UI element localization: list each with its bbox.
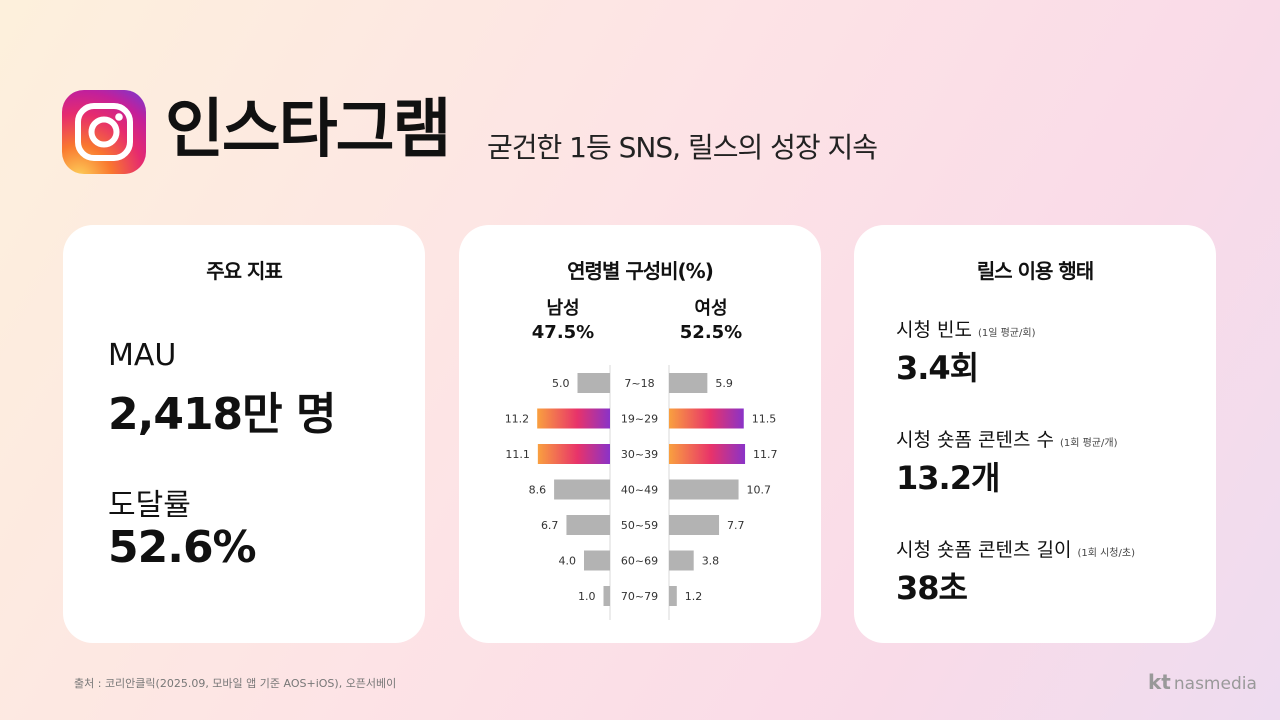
reach-label: 도달률 (108, 488, 191, 523)
age-category-label: 50~59 (621, 519, 658, 532)
age-category-label: 7~18 (624, 377, 654, 390)
bar-female (669, 479, 739, 500)
freq-label: 시청 빈도 (896, 319, 972, 341)
bar-male (537, 444, 610, 464)
female-group-label: 여성 52.5% (666, 297, 756, 345)
reach-value: 52.6% (108, 522, 257, 573)
bar-female (669, 515, 720, 535)
bar-male (584, 550, 610, 571)
bar-male (603, 586, 610, 606)
value-label-male: 6.7 (541, 519, 559, 532)
female-label: 여성 (694, 298, 728, 319)
length-label: 시청 숏폼 콘텐츠 길이 (896, 539, 1072, 561)
mau-label: MAU (108, 338, 177, 373)
length-label-row: 시청 숏폼 콘텐츠 길이 (1회 시청/초) (896, 535, 1135, 562)
freq-label-row: 시청 빈도 (1일 평균/회) (896, 315, 1035, 342)
bar-female (669, 444, 746, 464)
bar-male (577, 373, 610, 393)
age-category-label: 19~29 (621, 413, 658, 426)
bar-female (669, 408, 744, 429)
value-label-male: 8.6 (529, 484, 547, 497)
age-butterfly-chart: 5.0 5.9 7~18 11.2 11.5 19~29 11.1 11.7 30~39 8.6 1… (505, 365, 778, 620)
reels-card: 릴스 이용 행태 시청 빈도 (1일 평균/회) 3.4회 시청 숏폼 콘텐츠 수… (854, 225, 1216, 643)
bar-female (669, 586, 677, 606)
source-note: 출처 : 코리안클릭(2025.09, 모바일 앱 기준 AOS+iOS), 오… (74, 677, 397, 690)
reels-card-title: 릴스 이용 행태 (976, 259, 1094, 283)
age-category-label: 70~79 (621, 590, 658, 603)
length-note: (1회 시청/초) (1077, 548, 1135, 559)
metrics-card: 주요 지표 MAU 2,418만 명 도달률 52.6% (63, 225, 425, 643)
brand-kt: kt (1148, 670, 1171, 694)
metrics-card-title: 주요 지표 (206, 259, 283, 283)
value-label-male: 4.0 (559, 555, 577, 568)
value-label-male: 11.1 (505, 448, 529, 461)
value-label-male: 5.0 (552, 377, 570, 390)
freq-value: 3.4회 (896, 349, 979, 387)
brand-name: nasmedia (1173, 674, 1257, 694)
brand-logo: kt nasmedia (1148, 670, 1257, 694)
age-card: 연령별 구성비(%) 남성 47.5% 여성 52.5% 5.0 5.9 7~18 1… (459, 225, 821, 643)
value-label-female: 1.2 (685, 590, 703, 603)
female-share: 52.5% (679, 322, 743, 343)
mau-value: 2,418만 명 (108, 389, 336, 440)
male-label: 남성 (546, 298, 580, 319)
age-card-title: 연령별 구성비(%) (567, 259, 714, 283)
male-group-label: 남성 47.5% (518, 297, 608, 345)
value-label-female: 11.7 (753, 448, 778, 461)
length-value: 38초 (896, 569, 968, 607)
value-label-female: 3.8 (702, 555, 720, 568)
page-title: 인스타그램 (165, 93, 451, 167)
instagram-icon (62, 90, 146, 174)
value-label-female: 5.9 (715, 377, 733, 390)
page-subtitle: 굳건한 1등 SNS, 릴스의 성장 지속 (487, 131, 878, 164)
count-value: 13.2개 (896, 459, 1000, 497)
bar-male (554, 479, 610, 500)
count-label-row: 시청 숏폼 콘텐츠 수 (1회 평균/개) (896, 425, 1117, 452)
bar-female (669, 550, 694, 571)
bar-male (537, 408, 610, 429)
freq-note: (1일 평균/회) (977, 328, 1036, 339)
value-label-male: 1.0 (578, 590, 596, 603)
count-note: (1회 평균/개) (1059, 438, 1118, 449)
bar-male (566, 515, 610, 535)
bar-female (669, 373, 708, 393)
value-label-male: 11.2 (505, 413, 530, 426)
age-category-label: 40~49 (621, 484, 658, 497)
value-label-female: 7.7 (727, 519, 745, 532)
age-category-label: 60~69 (621, 555, 658, 568)
value-label-female: 11.5 (752, 413, 777, 426)
value-label-female: 10.7 (747, 484, 772, 497)
count-label: 시청 숏폼 콘텐츠 수 (896, 429, 1054, 451)
age-category-label: 30~39 (621, 448, 658, 461)
male-share: 47.5% (531, 322, 595, 343)
